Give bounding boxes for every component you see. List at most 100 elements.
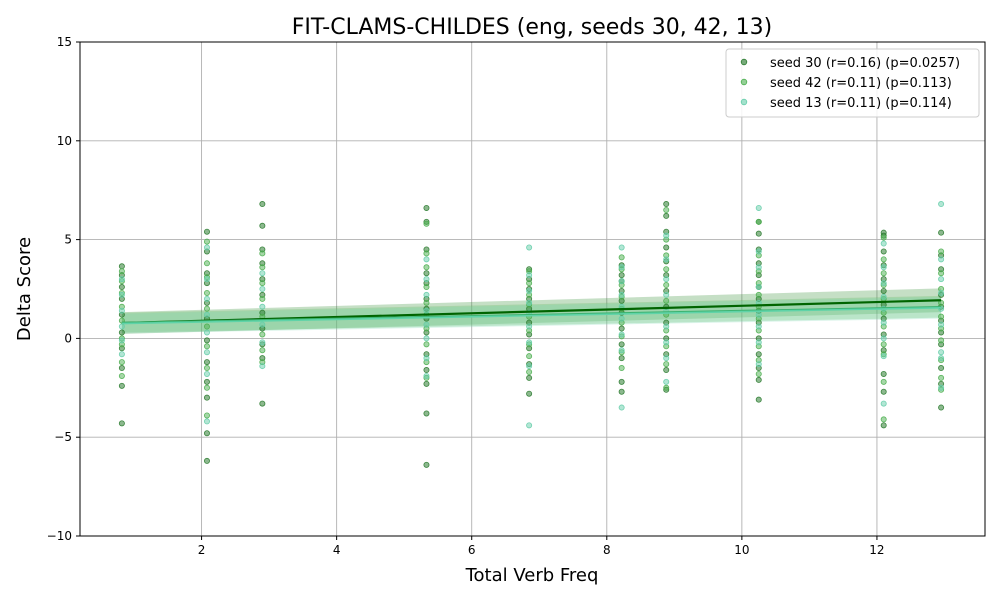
data-point — [938, 229, 945, 236]
data-point — [880, 370, 887, 377]
data-point — [526, 272, 533, 279]
data-point — [118, 382, 125, 389]
data-point — [118, 263, 125, 270]
data-point — [526, 368, 533, 375]
data-point — [423, 250, 430, 257]
data-point — [618, 272, 625, 279]
data-point — [203, 418, 210, 425]
data-point — [203, 430, 210, 437]
legend-marker — [740, 98, 748, 106]
data-point — [938, 270, 945, 277]
data-point — [526, 363, 533, 370]
data-point — [663, 367, 670, 374]
data-point — [423, 276, 430, 283]
data-point — [755, 370, 762, 377]
data-point — [526, 374, 533, 381]
data-point — [755, 323, 762, 330]
data-point — [526, 353, 533, 360]
data-point — [423, 270, 430, 277]
data-point — [880, 353, 887, 360]
data-point — [938, 276, 945, 283]
data-point — [259, 339, 266, 346]
data-point — [880, 335, 887, 342]
data-point — [526, 299, 533, 306]
data-point — [755, 284, 762, 291]
data-point — [880, 270, 887, 277]
data-point — [423, 341, 430, 348]
data-point — [203, 365, 210, 372]
data-point — [203, 323, 210, 330]
data-point — [938, 299, 945, 306]
data-point — [880, 234, 887, 241]
data-point — [118, 420, 125, 427]
data-point — [118, 276, 125, 283]
data-point — [259, 321, 266, 328]
data-point — [203, 349, 210, 356]
data-point — [755, 339, 762, 346]
data-point — [423, 372, 430, 379]
data-point — [663, 361, 670, 368]
data-point — [663, 378, 670, 385]
data-point — [203, 311, 210, 318]
data-point — [663, 339, 670, 346]
data-point — [755, 230, 762, 237]
data-point — [423, 291, 430, 298]
legend-label: seed 30 (r=0.16) (p=0.0257) — [770, 56, 960, 71]
data-point — [203, 412, 210, 419]
data-point — [203, 337, 210, 344]
data-point — [618, 347, 625, 354]
y-tick-label: 5 — [64, 233, 72, 247]
data-point — [618, 264, 625, 271]
data-point — [618, 355, 625, 362]
data-point — [203, 228, 210, 235]
data-point — [755, 351, 762, 358]
data-point — [880, 416, 887, 423]
data-point — [526, 422, 533, 429]
data-point — [203, 238, 210, 245]
data-point — [259, 331, 266, 338]
regression-lines — [121, 299, 942, 325]
data-point — [259, 363, 266, 370]
y-tick-label: 0 — [64, 331, 72, 345]
data-point — [880, 280, 887, 287]
data-point — [118, 291, 125, 298]
data-point — [423, 204, 430, 211]
data-point — [663, 212, 670, 219]
y-tick-label: −10 — [47, 529, 72, 543]
data-point — [663, 206, 670, 213]
data-point — [755, 361, 762, 368]
legend-marker — [740, 78, 748, 86]
data-point — [118, 351, 125, 358]
data-point — [938, 374, 945, 381]
legend: seed 30 (r=0.16) (p=0.0257) seed 42 (r=0.… — [725, 48, 980, 118]
data-point — [618, 278, 625, 285]
data-point — [203, 295, 210, 302]
data-point — [203, 394, 210, 401]
data-point — [423, 410, 430, 417]
data-point — [259, 285, 266, 292]
data-point — [880, 256, 887, 263]
data-point — [938, 313, 945, 320]
data-point — [663, 384, 670, 391]
data-point — [755, 291, 762, 298]
regression-line-seed-2 — [121, 306, 942, 325]
x-tick-label: 10 — [734, 543, 749, 557]
data-point — [203, 370, 210, 377]
x-tick-label: 2 — [198, 543, 206, 557]
data-point — [118, 372, 125, 379]
data-point — [880, 240, 887, 247]
data-point — [203, 359, 210, 366]
data-point — [663, 291, 670, 298]
data-point — [118, 365, 125, 372]
data-point — [259, 303, 266, 310]
chart-title: FIT-CLAMS-CHILDES (eng, seeds 30, 42, 13… — [292, 15, 773, 40]
data-point — [755, 376, 762, 383]
data-point — [203, 329, 210, 336]
data-point — [663, 297, 670, 304]
data-point — [880, 319, 887, 326]
data-point — [259, 201, 266, 208]
data-point — [618, 291, 625, 298]
legend-label: seed 42 (r=0.11) (p=0.113) — [770, 76, 952, 91]
data-point — [618, 378, 625, 385]
data-point — [938, 355, 945, 362]
